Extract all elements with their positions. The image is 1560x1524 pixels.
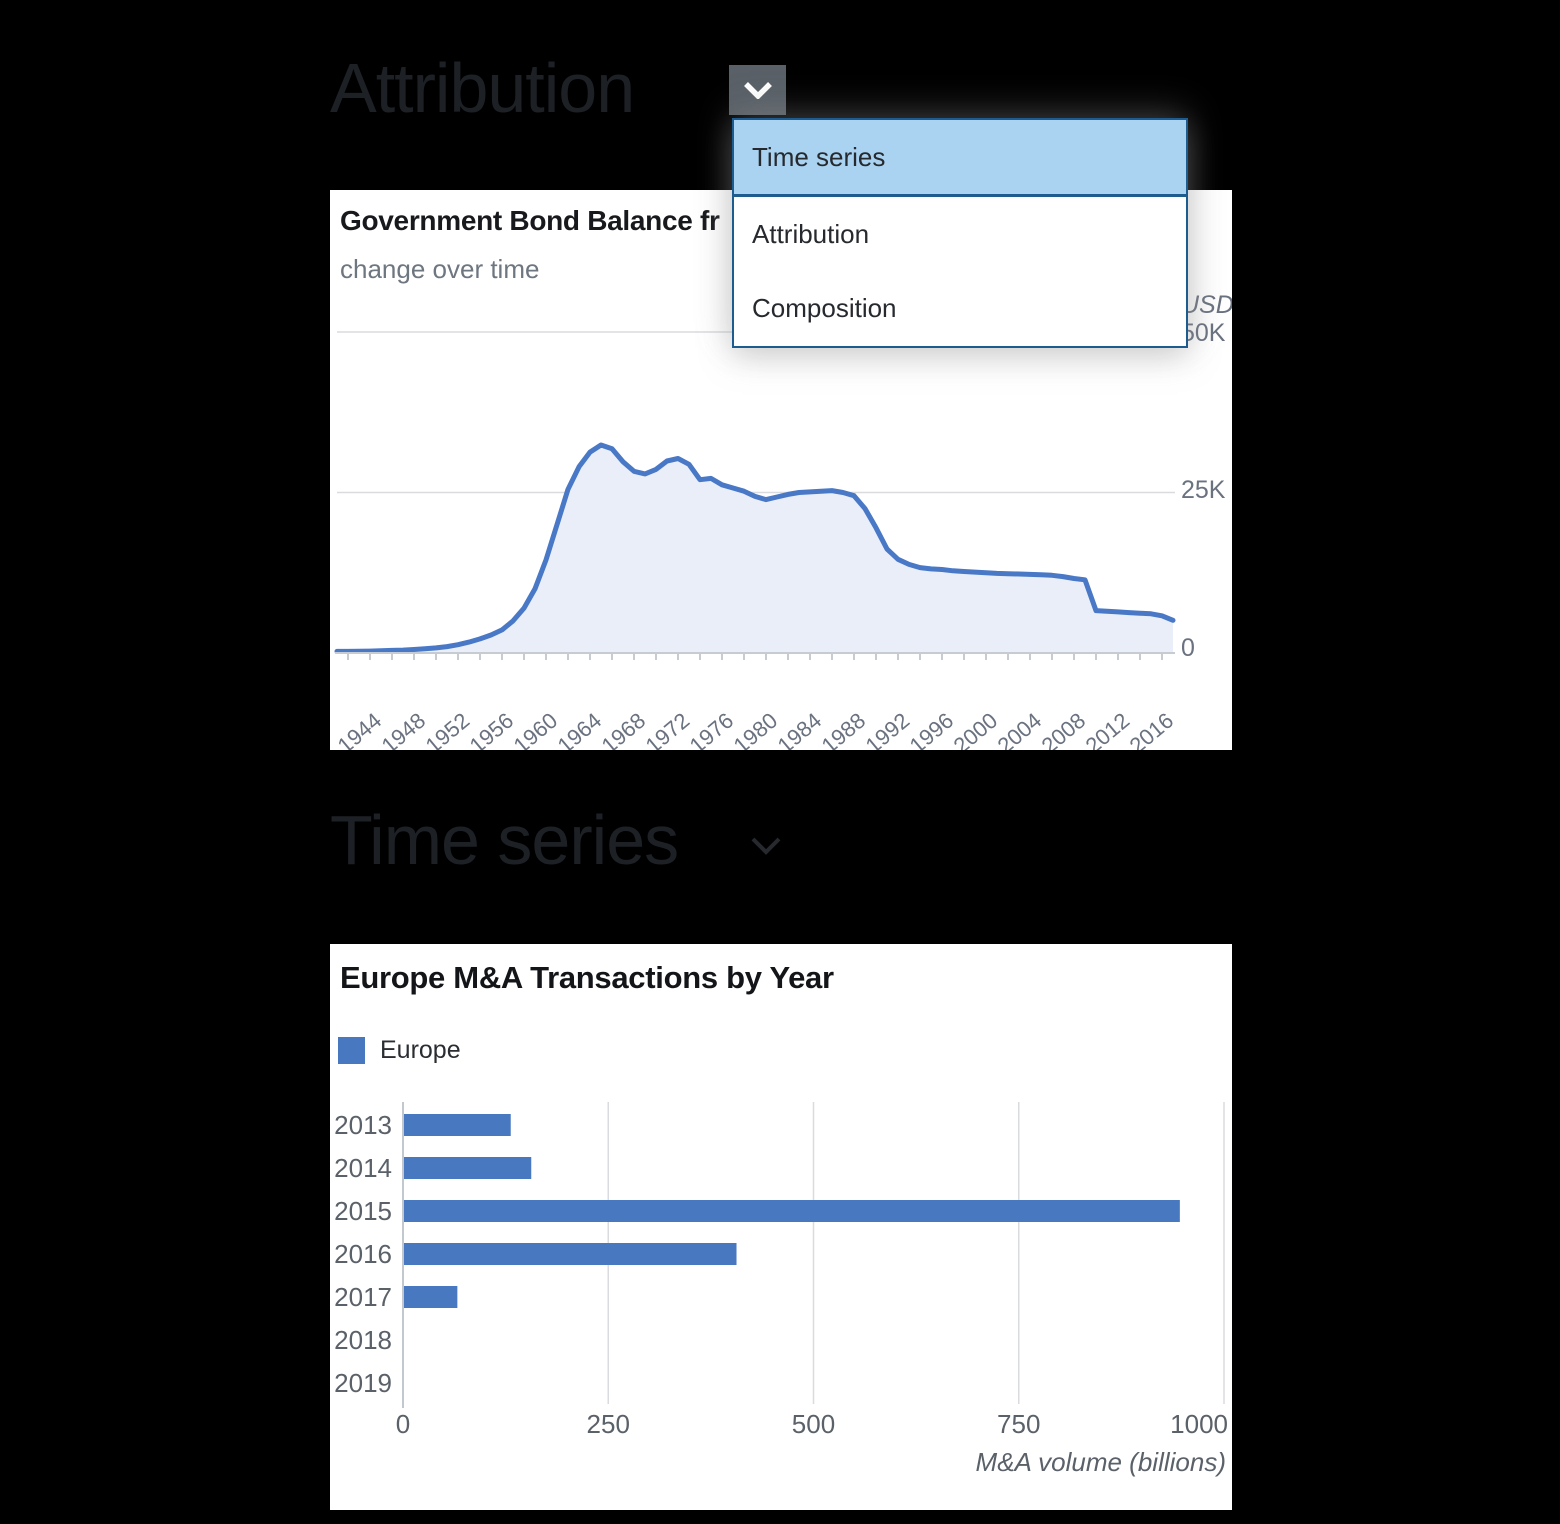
government-bond-area-chart: 1944194819521956196019641968197219761980… <box>333 291 1232 750</box>
svg-text:2015: 2015 <box>334 1196 392 1226</box>
svg-text:USD: USD <box>1181 291 1232 319</box>
svg-text:1976: 1976 <box>685 708 739 750</box>
chevron-down-icon <box>742 81 774 99</box>
svg-text:2019: 2019 <box>334 1368 392 1398</box>
svg-text:1944: 1944 <box>333 708 387 750</box>
svg-text:1968: 1968 <box>597 708 651 750</box>
svg-text:2017: 2017 <box>334 1282 392 1312</box>
section-heading-attribution: Attribution <box>330 49 635 127</box>
svg-text:1984: 1984 <box>773 708 827 750</box>
area-chart-subtitle: change over time <box>340 254 540 284</box>
dropdown-item-time-series[interactable]: Time series <box>734 120 1186 198</box>
svg-text:50K: 50K <box>1181 319 1226 347</box>
svg-text:2014: 2014 <box>334 1153 392 1183</box>
svg-text:2013: 2013 <box>334 1110 392 1140</box>
svg-text:1964: 1964 <box>553 708 607 750</box>
svg-text:0: 0 <box>396 1409 410 1439</box>
svg-text:2004: 2004 <box>993 708 1047 750</box>
svg-text:1996: 1996 <box>905 708 959 750</box>
svg-text:1992: 1992 <box>861 708 915 750</box>
svg-text:250: 250 <box>587 1409 630 1439</box>
area-chart-title: Government Bond Balance fr <box>340 205 720 236</box>
svg-text:500: 500 <box>792 1409 835 1439</box>
section-collapse-caret-icon[interactable] <box>750 836 782 858</box>
svg-text:2012: 2012 <box>1081 708 1135 750</box>
svg-text:2000: 2000 <box>949 708 1003 750</box>
svg-text:M&A volume (billions): M&A volume (billions) <box>976 1447 1226 1477</box>
svg-text:1980: 1980 <box>729 708 783 750</box>
svg-text:1000: 1000 <box>1170 1409 1228 1439</box>
bar-chart-legend: Europe <box>338 1036 461 1065</box>
svg-text:2008: 2008 <box>1037 708 1091 750</box>
section-dropdown-menu: Time series Attribution Composition <box>732 118 1188 348</box>
svg-text:1948: 1948 <box>377 708 431 750</box>
svg-text:0: 0 <box>1181 634 1195 662</box>
svg-text:2018: 2018 <box>334 1325 392 1355</box>
svg-text:1972: 1972 <box>641 708 695 750</box>
svg-text:2016: 2016 <box>334 1239 392 1269</box>
legend-swatch-europe <box>338 1037 365 1064</box>
svg-text:1952: 1952 <box>421 708 475 750</box>
section-heading-time-series: Time series <box>330 801 679 879</box>
dropdown-item-attribution[interactable]: Attribution <box>734 197 1186 272</box>
svg-text:1988: 1988 <box>817 708 871 750</box>
dropdown-item-composition[interactable]: Composition <box>734 271 1186 346</box>
svg-text:750: 750 <box>997 1409 1040 1439</box>
svg-text:1956: 1956 <box>465 708 519 750</box>
svg-text:2016: 2016 <box>1125 708 1179 750</box>
svg-text:1960: 1960 <box>509 708 563 750</box>
section-selector-button[interactable] <box>729 65 786 115</box>
bar-chart-card: Europe M&A Transactions by Year Europe 2… <box>330 944 1232 1510</box>
legend-label-europe: Europe <box>380 1036 461 1064</box>
svg-text:25K: 25K <box>1181 476 1226 504</box>
bar-chart-title: Europe M&A Transactions by Year <box>340 960 834 995</box>
